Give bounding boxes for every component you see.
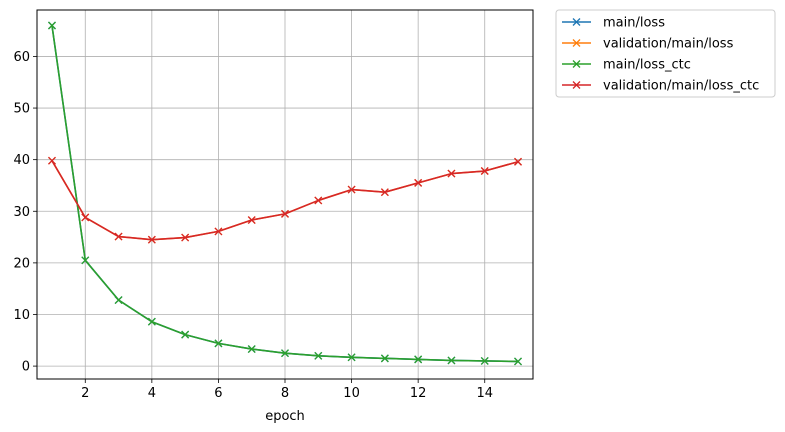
data-point bbox=[214, 227, 223, 236]
data-point bbox=[147, 317, 156, 326]
grid bbox=[37, 10, 533, 379]
axis-ticks: 2 4 6 8 10 12 14 0 10 20 30 40 50 60 bbox=[13, 50, 493, 401]
x-tick-label: 4 bbox=[148, 386, 156, 401]
data-point bbox=[380, 354, 389, 363]
legend-marker bbox=[572, 18, 581, 26]
data-point bbox=[414, 178, 423, 187]
legend-label: validation/main/loss bbox=[603, 37, 734, 52]
data-point bbox=[347, 353, 356, 362]
x-tick-label: 12 bbox=[410, 386, 427, 401]
legend-item: validation/main/loss_ctc bbox=[562, 79, 759, 94]
x-tick-label: 8 bbox=[281, 386, 289, 401]
data-point bbox=[48, 21, 56, 30]
y-tick-label: 60 bbox=[13, 50, 30, 65]
data-point bbox=[380, 188, 389, 197]
data-point bbox=[81, 256, 90, 265]
data-point bbox=[281, 209, 289, 218]
data-point bbox=[48, 156, 56, 165]
legend-box bbox=[555, 9, 776, 98]
data-point bbox=[514, 357, 522, 366]
data-point bbox=[181, 330, 190, 339]
series-layer bbox=[48, 21, 522, 366]
legend-label: main/loss bbox=[603, 16, 665, 31]
legend-label: validation/main/loss_ctc bbox=[603, 79, 759, 94]
data-point bbox=[314, 196, 323, 205]
data-point bbox=[114, 232, 123, 241]
x-axis-label: epoch bbox=[265, 409, 305, 424]
data-point bbox=[314, 351, 323, 360]
series-main-loss-ctc bbox=[48, 21, 522, 366]
data-point bbox=[281, 349, 289, 358]
y-tick-label: 30 bbox=[13, 205, 30, 220]
data-point bbox=[247, 345, 256, 354]
x-tick-label: 14 bbox=[476, 386, 493, 401]
legend-marker bbox=[572, 39, 581, 47]
series-validation-main-loss-ctc bbox=[48, 156, 522, 244]
data-point bbox=[347, 185, 356, 194]
legend-marker bbox=[572, 60, 581, 68]
legend-marker bbox=[572, 81, 581, 89]
data-point bbox=[147, 235, 156, 244]
data-point bbox=[480, 167, 489, 175]
x-tick-label: 2 bbox=[81, 386, 89, 401]
data-point bbox=[414, 355, 423, 364]
data-point bbox=[480, 356, 489, 365]
data-point bbox=[114, 296, 123, 304]
x-tick-label: 6 bbox=[214, 386, 222, 401]
data-point bbox=[514, 157, 522, 166]
data-point bbox=[247, 216, 256, 225]
y-tick-label: 0 bbox=[22, 360, 30, 375]
legend-item: validation/main/loss bbox=[562, 37, 734, 52]
data-point bbox=[214, 339, 223, 348]
legend-item: main/loss bbox=[562, 16, 665, 31]
y-tick-label: 20 bbox=[13, 256, 30, 271]
data-point bbox=[447, 169, 456, 178]
y-tick-label: 40 bbox=[13, 153, 30, 168]
y-tick-label: 10 bbox=[13, 308, 30, 323]
data-point bbox=[81, 213, 90, 222]
data-point bbox=[447, 356, 456, 365]
legend-label: main/loss_ctc bbox=[603, 58, 691, 73]
legend: main/loss validation/main/loss main/loss_c… bbox=[555, 9, 776, 98]
y-tick-label: 50 bbox=[13, 102, 30, 117]
data-point bbox=[181, 233, 190, 242]
legend-item: main/loss_ctc bbox=[562, 58, 691, 73]
x-tick-label: 10 bbox=[343, 386, 360, 401]
